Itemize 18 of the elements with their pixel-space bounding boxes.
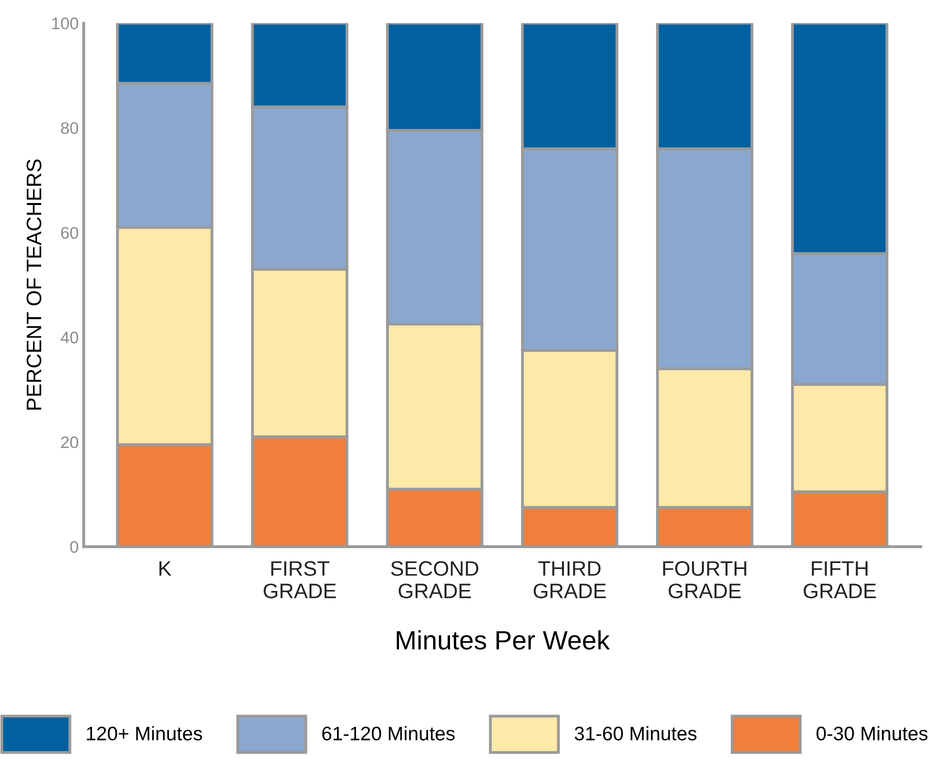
legend-label: 31-60 Minutes: [574, 726, 696, 740]
legend-label: 0-30 Minutes: [816, 726, 928, 740]
x-axis-title: Minutes Per Week: [396, 630, 610, 650]
y-tick-label: 20: [61, 436, 78, 448]
legend-label: 120+ Minutes: [86, 726, 202, 740]
legend-label: 61-120 Minutes: [322, 726, 455, 740]
y-tick-label: 0: [70, 541, 78, 553]
y-tick-label: 80: [61, 122, 78, 134]
y-tick-label: 40: [60, 332, 78, 344]
x-tick-label: FOURTH GRADE: [663, 561, 746, 598]
y-tick-label: 60: [61, 226, 78, 239]
x-tick-label: THIRD GRADE: [534, 561, 606, 598]
x-tick-label: K: [159, 561, 172, 576]
y-axis-title: PERCENT OF TEACHERS: [26, 159, 42, 410]
x-tick-label: FIFTH GRADE: [804, 561, 876, 598]
x-tick-label: FIRST GRADE: [264, 561, 336, 598]
y-tick-label: 100: [52, 18, 78, 30]
x-tick-label: SECOND GRADE: [391, 561, 478, 598]
